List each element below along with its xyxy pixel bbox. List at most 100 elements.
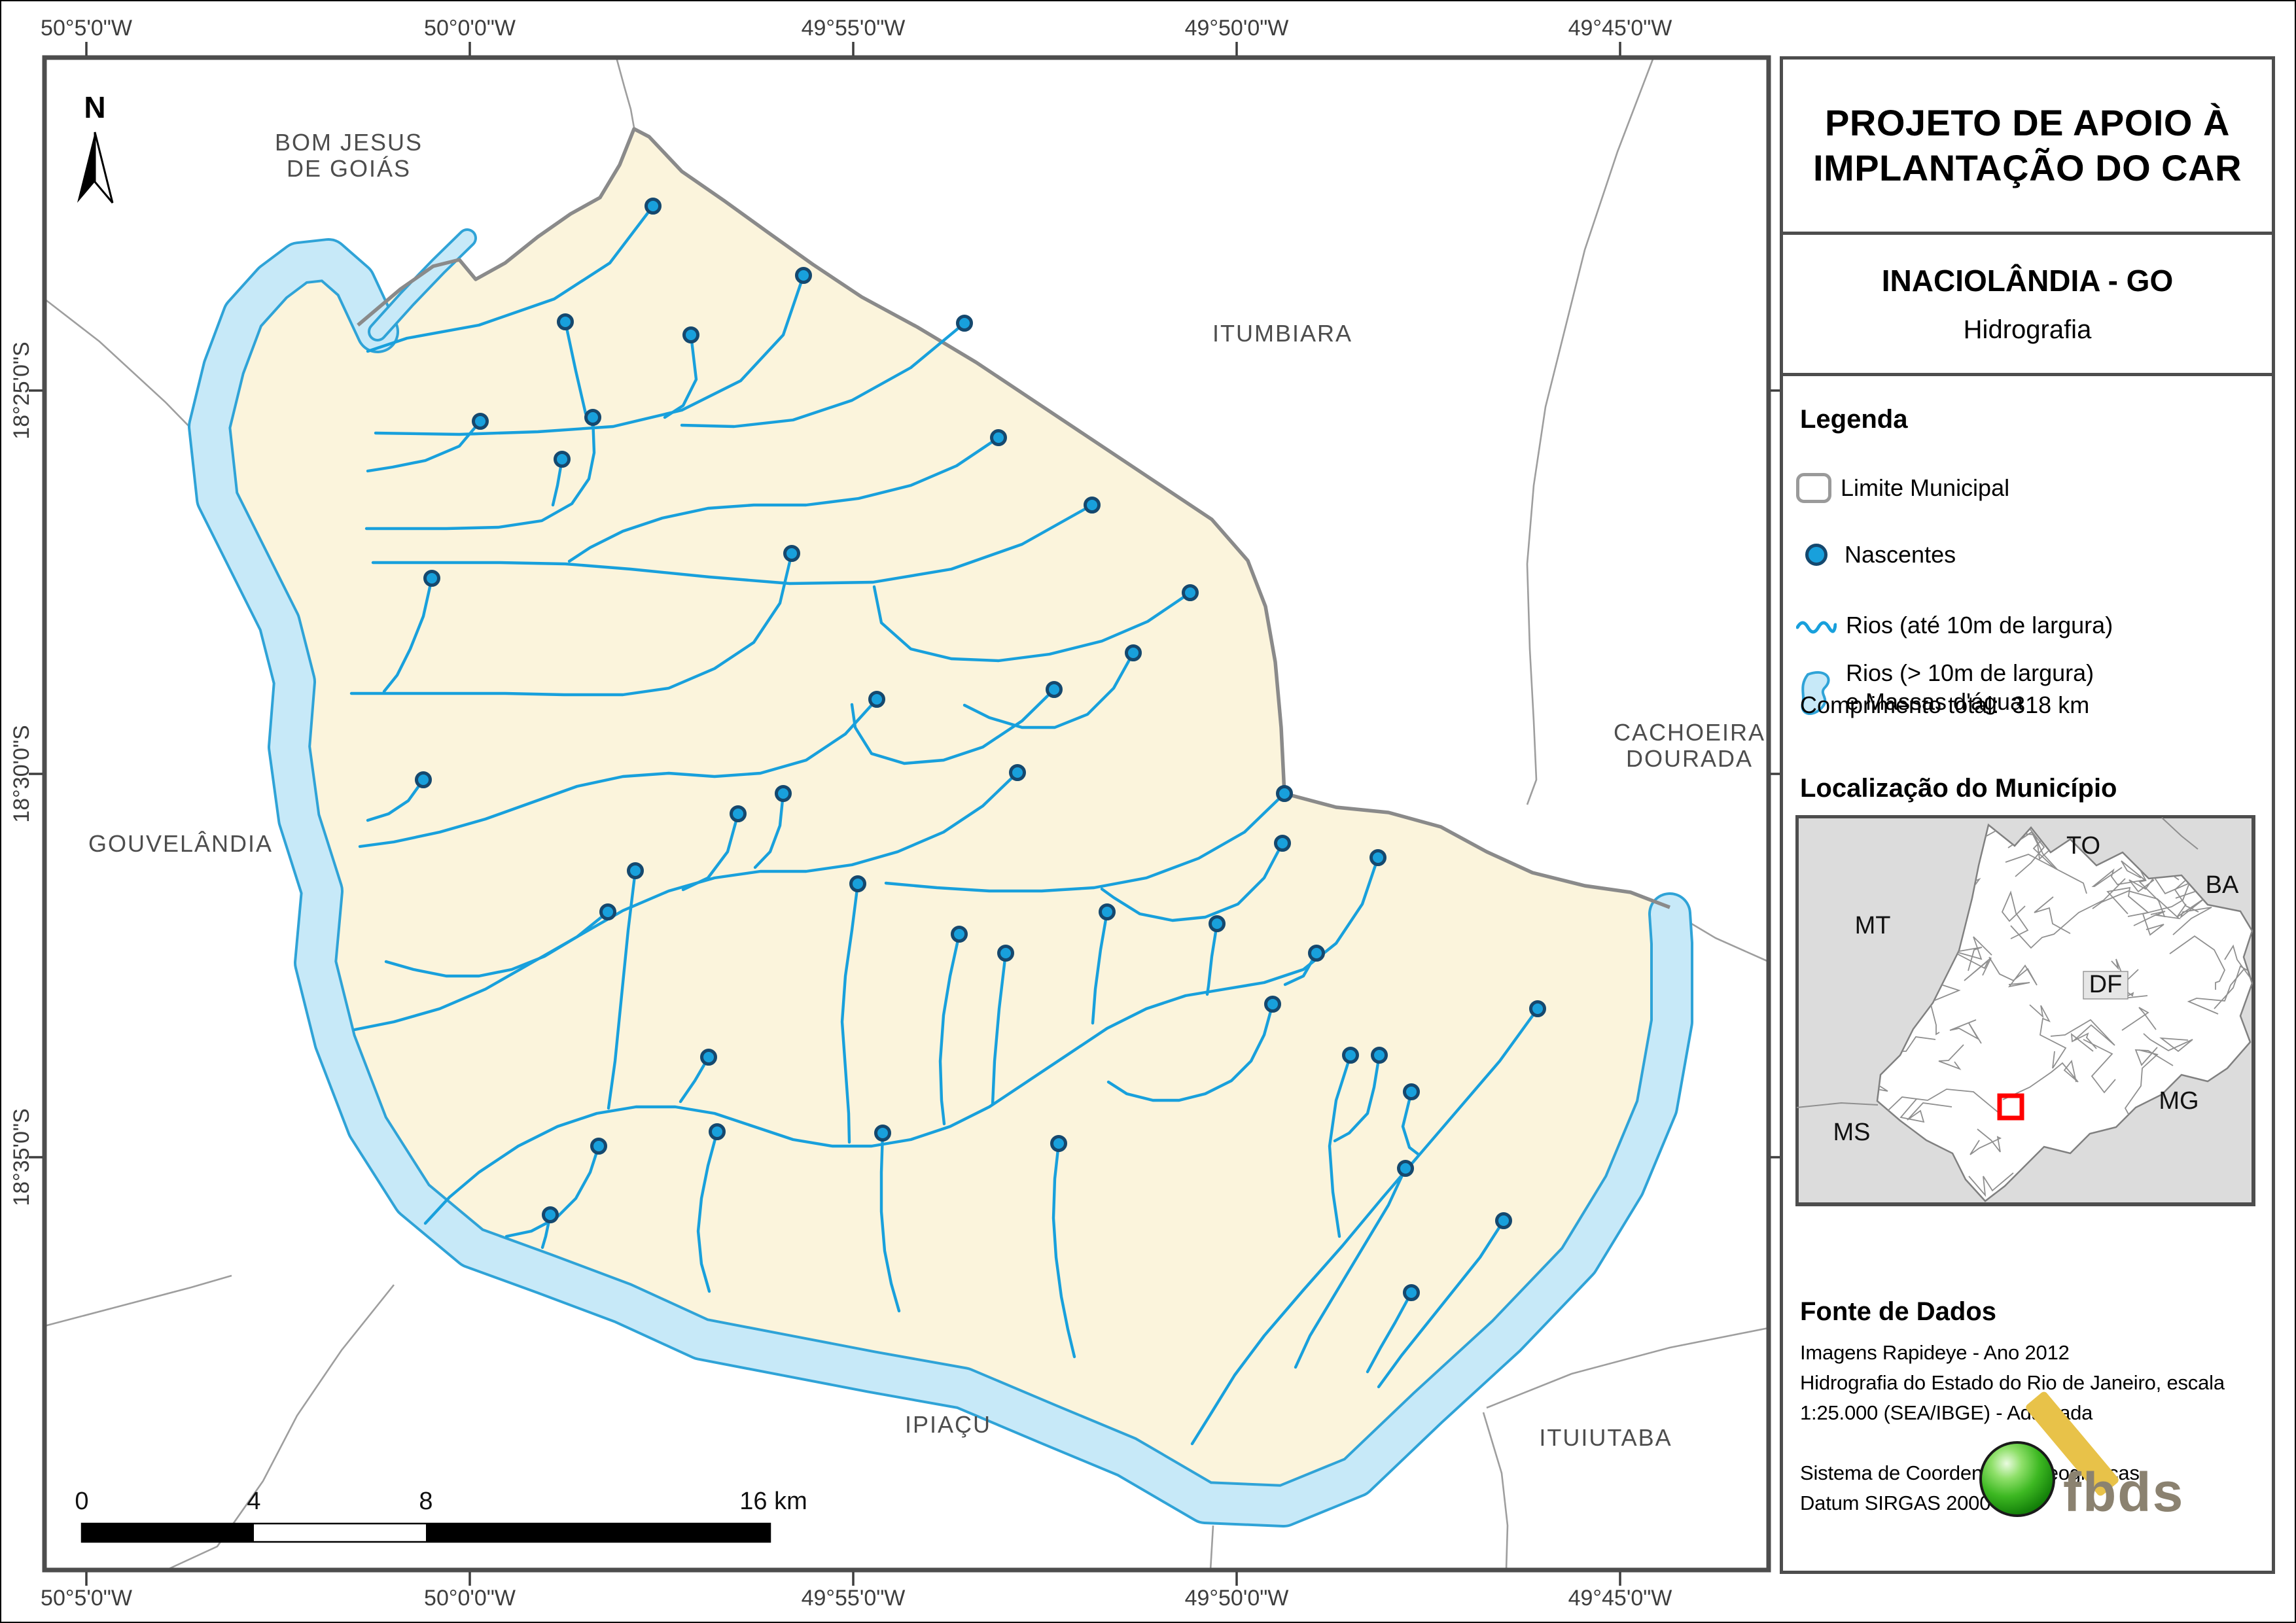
- longitude-label: 49°55'0"W: [802, 1586, 906, 1611]
- svg-text:N: N: [84, 90, 105, 124]
- spring-dot: [590, 1138, 607, 1155]
- spring-dot: [584, 409, 601, 426]
- spring-dot: [1084, 497, 1101, 514]
- map-theme: Hidrografia: [1963, 315, 2092, 344]
- legend-item-label: Rios (> 10m de largura) e Massas d'água: [1846, 659, 2094, 715]
- spring-dot: [730, 805, 747, 822]
- municipality-area: [209, 129, 1672, 1506]
- state-label: MT: [1855, 912, 1891, 939]
- river-line-icon: [1796, 621, 1837, 634]
- legend-item-nascentes: Nascentes: [1796, 541, 1956, 568]
- legend-item-label: Limite Municipal: [1841, 474, 2010, 501]
- spring-dot: [542, 1206, 559, 1223]
- municipality-name: INACIOLÂNDIA - GO: [1881, 264, 2174, 298]
- legend-item-rios-small: Rios (até 10m de largura): [1796, 612, 2113, 639]
- legend-box: Legenda Limite Municipal Nascentes Rios …: [1780, 373, 2275, 1574]
- spring-dot: [599, 903, 616, 920]
- spring-dot: [1403, 1083, 1420, 1100]
- svg-text:8: 8: [419, 1488, 433, 1515]
- spring-dot: [1046, 681, 1063, 698]
- spring-dot: [868, 691, 885, 708]
- legend-title: Legenda: [1800, 405, 1908, 434]
- spring-dot: [1369, 849, 1386, 866]
- fbds-logo-sphere: [1979, 1441, 2055, 1517]
- spring-dot: [1209, 915, 1226, 932]
- state-shape: [1876, 823, 2253, 1202]
- springs-layer: [415, 198, 1546, 1301]
- spring-dot: [775, 785, 792, 802]
- spring-dot: [700, 1049, 717, 1066]
- total-length: Comprimento total: 318 km: [1800, 691, 2090, 718]
- city-label: GOUVELÂNDIA: [88, 830, 273, 857]
- title-box: PROJETO DE APOIO À IMPLANTAÇÃO DO CAR: [1780, 56, 2275, 235]
- legend-item-label: Rios (até 10m de largura): [1846, 612, 2113, 638]
- state-label: MS: [1833, 1119, 1871, 1146]
- city-label: IPIAÇU: [905, 1411, 991, 1438]
- city-label: BOM JESUS: [275, 129, 423, 156]
- spring-dot: [849, 875, 866, 892]
- spring-dot: [997, 945, 1014, 962]
- project-title: PROJETO DE APOIO À IMPLANTAÇÃO DO CAR: [1812, 102, 2242, 188]
- svg-text:0: 0: [75, 1488, 88, 1515]
- longitude-label: 49°45'0"W: [1568, 16, 1672, 41]
- map-frame: 50°5'0"W 50°5'0"W 50°0'0"W 50°0'0"W 49°55'0"…: [9, 16, 1784, 1611]
- spring-dot: [1371, 1047, 1388, 1064]
- spring-dot: [1050, 1135, 1067, 1152]
- state-label: DF: [2089, 971, 2123, 998]
- spring-dot: [795, 267, 812, 284]
- spring-dot: [1009, 764, 1026, 781]
- streams-layer: [349, 204, 1540, 1446]
- legend-item-label: Nascentes: [1845, 541, 1956, 568]
- longitude-label: 50°5'0"W: [41, 16, 132, 41]
- spring-dot: [415, 771, 432, 788]
- longitude-label: 49°55'0"W: [802, 16, 906, 41]
- spring-dot: [1125, 644, 1142, 661]
- municipal-limit-icon: [1796, 473, 1831, 503]
- longitude-label: 50°0'0"W: [424, 16, 516, 41]
- longitude-label: 49°45'0"W: [1568, 1586, 1672, 1611]
- total-length-value: 318 km: [2012, 691, 2090, 718]
- spring-dot: [1397, 1160, 1414, 1177]
- spring-dot-icon: [1805, 544, 1828, 566]
- state-label: BA: [2206, 871, 2239, 899]
- location-title: Localização do Município: [1800, 774, 2117, 803]
- location-inset-map: TO BA MT DF MG MS: [1795, 815, 2255, 1206]
- longitude-label: 49°50'0"W: [1185, 1586, 1289, 1611]
- spring-dot: [472, 413, 489, 430]
- spring-dot: [990, 429, 1007, 446]
- north-arrow: N: [77, 90, 114, 203]
- municipal-boundary: [357, 127, 1670, 909]
- legend-item-rios-big: Rios (> 10m de largura) e Massas d'água: [1796, 659, 2094, 720]
- spring-dot: [1403, 1284, 1420, 1301]
- spring-dot: [1274, 835, 1291, 852]
- spring-dot: [956, 315, 973, 332]
- spring-dot: [423, 570, 440, 587]
- state-label: TO: [2066, 832, 2100, 860]
- right-panel: PROJETO DE APOIO À IMPLANTAÇÃO DO CAR IN…: [1780, 56, 2275, 1574]
- fbds-logo-text: fbds: [2063, 1461, 2185, 1523]
- spring-dot: [554, 451, 571, 468]
- spring-dot: [783, 545, 800, 562]
- city-label: CACHOEIRA: [1614, 719, 1765, 746]
- spring-dot: [1264, 996, 1281, 1013]
- legend-item-limite: Limite Municipal: [1796, 473, 2009, 503]
- city-label: DOURADA: [1626, 745, 1753, 772]
- longitude-label: 49°50'0"W: [1185, 16, 1289, 41]
- city-label: ITUMBIARA: [1212, 320, 1352, 347]
- spring-dot: [951, 926, 968, 943]
- spring-dot: [557, 313, 574, 330]
- spring-dot: [1276, 785, 1293, 802]
- svg-text:16 km: 16 km: [739, 1488, 807, 1515]
- spring-dot: [709, 1123, 726, 1140]
- longitude-label: 50°5'0"W: [41, 1586, 132, 1611]
- latitude-label: 18°30'0"S: [9, 725, 34, 822]
- longitude-label: 50°0'0"W: [424, 1586, 516, 1611]
- spring-dot: [1308, 945, 1325, 962]
- municipality-box: INACIOLÂNDIA - GO Hidrografia: [1780, 232, 2275, 376]
- spring-dot: [1495, 1212, 1512, 1229]
- spring-dot: [874, 1125, 891, 1142]
- spring-dot: [1529, 1000, 1546, 1017]
